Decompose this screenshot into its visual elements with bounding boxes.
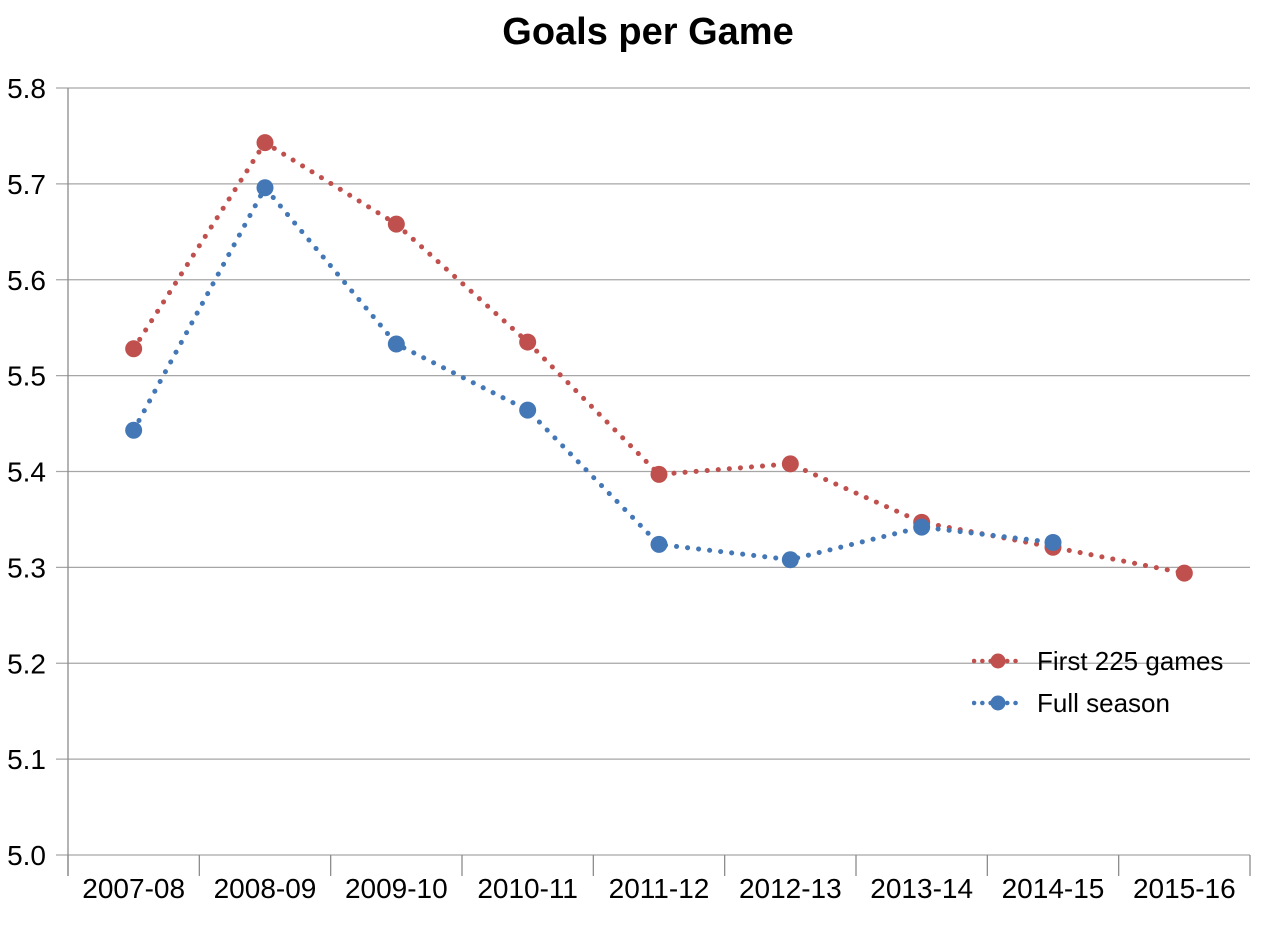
y-tick-label: 5.8 [7, 73, 46, 104]
x-tick-label: 2010-11 [477, 873, 578, 904]
data-point-marker [650, 535, 668, 553]
data-point-marker [125, 421, 143, 439]
series-line-0 [131, 139, 1187, 576]
data-point-marker [650, 465, 668, 483]
data-point-marker [1175, 564, 1193, 582]
y-tick-label: 5.0 [7, 840, 46, 871]
x-tick-label: 2009-10 [345, 873, 448, 904]
y-tick-label: 5.2 [7, 648, 46, 679]
chart-title: Goals per Game [502, 11, 794, 53]
y-tick-label: 5.3 [7, 552, 46, 583]
legend-item-first-225-games: First 225 games [972, 640, 1223, 682]
y-tick-label: 5.5 [7, 361, 46, 392]
data-point-marker [387, 335, 405, 353]
y-tick-label: 5.4 [7, 457, 46, 488]
y-tick-label: 5.6 [7, 265, 46, 296]
x-tick-label: 2011-12 [609, 873, 710, 904]
x-tick-label: 2007-08 [82, 873, 185, 904]
data-point-marker [256, 179, 274, 197]
data-point-marker [256, 134, 274, 152]
x-tick-label: 2014-15 [1002, 873, 1105, 904]
legend: First 225 games Full season [972, 640, 1223, 724]
data-point-marker [125, 340, 143, 358]
y-tick-label: 5.7 [7, 169, 46, 200]
data-point-marker [913, 518, 931, 536]
data-point-marker [387, 215, 405, 233]
data-point-marker [1044, 533, 1062, 551]
y-tick-label: 5.1 [7, 744, 46, 775]
legend-key-red-dotted-line-icon [972, 653, 1024, 669]
data-point-marker [519, 401, 537, 419]
legend-item-full-season: Full season [972, 682, 1223, 724]
legend-label-first-225-games: First 225 games [1037, 645, 1224, 676]
data-point-marker [781, 455, 799, 473]
data-point-marker [519, 333, 537, 351]
legend-key-blue-dotted-line-icon [972, 695, 1024, 711]
x-tick-label: 2008-09 [214, 873, 317, 904]
x-tick-label: 2012-13 [739, 873, 842, 904]
data-point-marker [781, 551, 799, 569]
series-line-1 [131, 183, 1056, 563]
legend-label-full-season: Full season [1037, 687, 1170, 718]
x-tick-label: 2013-14 [870, 873, 973, 904]
x-tick-label: 2015-16 [1133, 873, 1236, 904]
